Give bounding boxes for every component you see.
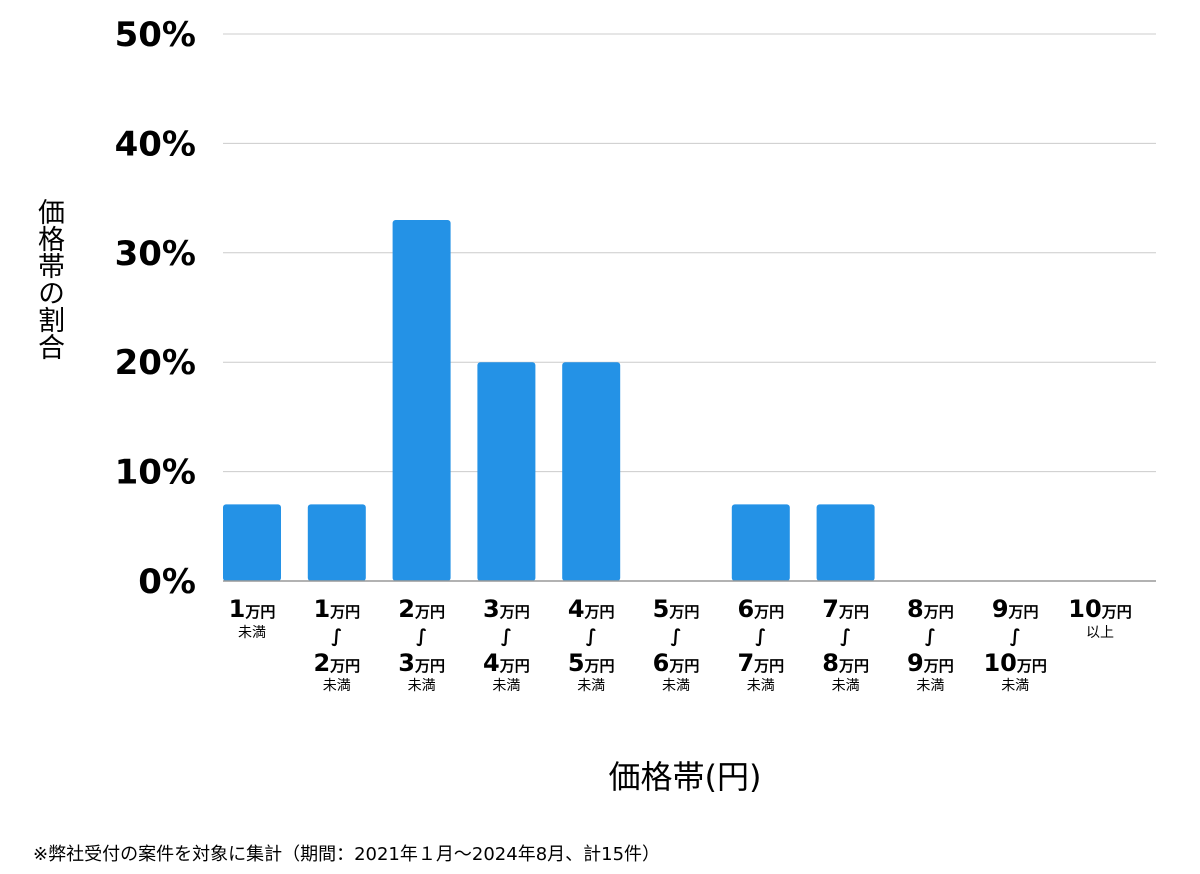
range-symbol: ∫ bbox=[1010, 626, 1021, 647]
x-axis-label: 価格帯(円) bbox=[608, 758, 762, 796]
y-tick-labels: 0% 10% 20% 30% 40% 50% bbox=[115, 15, 196, 602]
category-label: 7万円 bbox=[737, 649, 784, 677]
category-label: 1万円 bbox=[229, 595, 276, 623]
footnote: ※弊社受付の案件を対象に集計（期間：2021年１月〜2024年8月、計15件） bbox=[33, 844, 661, 865]
range-symbol: ∫ bbox=[840, 626, 851, 647]
category-label: 6万円 bbox=[653, 649, 700, 677]
category-sublabel: 未満 bbox=[238, 625, 266, 641]
category-label: 7万円 bbox=[822, 595, 869, 623]
bar bbox=[223, 504, 281, 581]
y-tick-label: 40% bbox=[115, 124, 196, 164]
category-label: 8万円 bbox=[907, 595, 954, 623]
category-label: 2万円 bbox=[398, 595, 445, 623]
y-tick-label: 30% bbox=[115, 234, 196, 274]
category-label: 9万円 bbox=[992, 595, 1039, 623]
category-labels: 1万円未満1万円∫2万円未満2万円∫3万円未満3万円∫4万円未満4万円∫5万円未… bbox=[229, 595, 1132, 694]
category-sublabel: 未満 bbox=[492, 678, 520, 694]
category-sublabel: 未満 bbox=[1001, 678, 1029, 694]
category-label: 4万円 bbox=[483, 649, 530, 677]
category-label: 2万円 bbox=[313, 649, 360, 677]
category-sublabel: 未満 bbox=[832, 678, 860, 694]
category-label: 5万円 bbox=[653, 595, 700, 623]
category-label: 4万円 bbox=[568, 595, 615, 623]
category-label: 10万円 bbox=[983, 649, 1046, 677]
bar bbox=[816, 504, 875, 581]
category-sublabel: 未満 bbox=[916, 678, 944, 694]
category-sublabel: 以上 bbox=[1086, 625, 1114, 641]
range-symbol: ∫ bbox=[416, 626, 427, 647]
category-label: 3万円 bbox=[483, 595, 530, 623]
category-label: 9万円 bbox=[907, 649, 954, 677]
category-sublabel: 未満 bbox=[662, 678, 690, 694]
bar bbox=[731, 504, 790, 581]
y-axis-label: 価格帯の割合 bbox=[33, 198, 64, 360]
category-sublabel: 未満 bbox=[747, 678, 775, 694]
bars bbox=[223, 219, 875, 582]
category-label: 10万円 bbox=[1068, 595, 1131, 623]
y-tick-label: 20% bbox=[115, 343, 196, 383]
range-symbol: ∫ bbox=[671, 626, 682, 647]
y-tick-label: 10% bbox=[115, 453, 196, 493]
category-label: 3万円 bbox=[398, 649, 445, 677]
category-label: 8万円 bbox=[822, 649, 869, 677]
category-sublabel: 未満 bbox=[323, 678, 351, 694]
y-tick-label: 50% bbox=[115, 15, 196, 55]
category-sublabel: 未満 bbox=[408, 678, 436, 694]
range-symbol: ∫ bbox=[755, 626, 766, 647]
y-tick-label: 0% bbox=[138, 562, 196, 602]
category-label: 6万円 bbox=[737, 595, 784, 623]
range-symbol: ∫ bbox=[925, 626, 936, 647]
range-symbol: ∫ bbox=[586, 626, 597, 647]
bar bbox=[477, 362, 536, 581]
range-symbol: ∫ bbox=[501, 626, 512, 647]
range-symbol: ∫ bbox=[331, 626, 342, 647]
category-sublabel: 未満 bbox=[577, 678, 605, 694]
category-label: 5万円 bbox=[568, 649, 615, 677]
bar bbox=[392, 219, 451, 582]
bar bbox=[562, 362, 621, 581]
gridlines bbox=[223, 33, 1156, 473]
bar bbox=[307, 504, 366, 581]
category-label: 1万円 bbox=[313, 595, 360, 623]
